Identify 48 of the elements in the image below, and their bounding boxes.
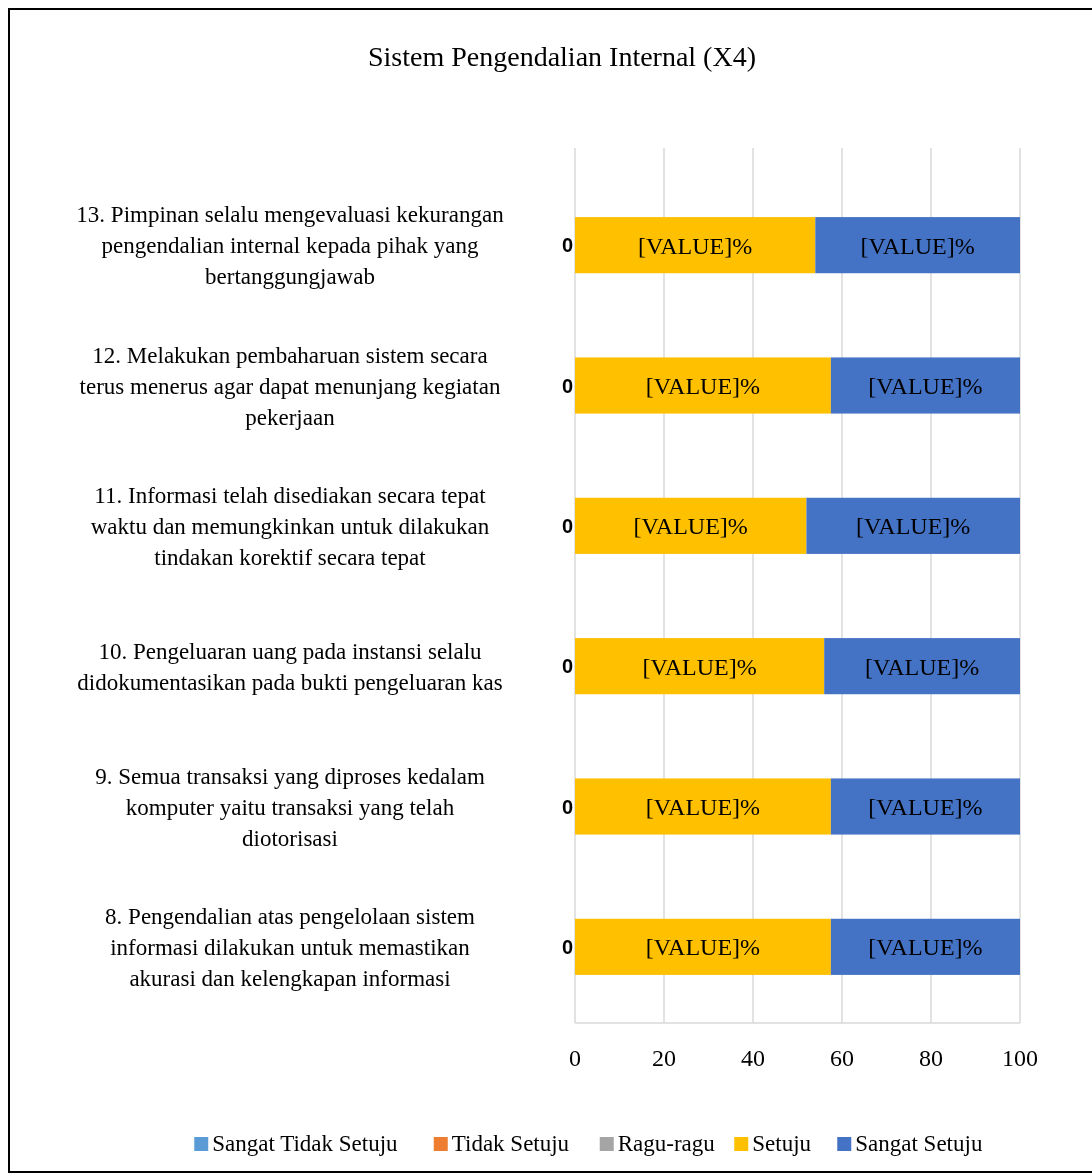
y-tick-label: 9. Semua transaksi yang diproses kedalam komputer yaitu transaksi yang telah diotorisasi	[95, 763, 485, 851]
bar	[575, 778, 831, 835]
data-label: [VALUE]%	[642, 653, 757, 680]
bar	[575, 497, 807, 554]
legend-label: Ragu-ragu	[617, 1131, 716, 1156]
bar	[830, 357, 1020, 414]
bar	[830, 778, 1020, 835]
data-label: [VALUE]%	[865, 653, 980, 680]
data-label: [VALUE]%	[633, 513, 748, 540]
data-label: [VALUE]%	[868, 934, 983, 961]
data-label: [VALUE]%	[868, 372, 983, 399]
text: 0	[561, 374, 573, 397]
text: 0	[561, 655, 573, 678]
text: 0	[561, 795, 573, 818]
legend-label: Sangat Setuju	[855, 1131, 983, 1156]
data-label: [VALUE]%	[645, 793, 761, 820]
text: 0	[561, 514, 573, 537]
x-tick-label: 100	[1002, 1045, 1038, 1071]
y-tick-label: 13. Pimpinan selalu mengevaluasi kekurangan pengendalian internal kepada pihak yang bertanggungjawab	[76, 202, 505, 290]
data-label: [VALUE]%	[645, 934, 761, 961]
legend-label: Setuju	[752, 1131, 812, 1156]
y-tick-label: 10. Pengeluaran uang pada instansi selalu didokumentasikan pada bukti pengeluaran kas	[77, 638, 503, 695]
x-tick-label: 80	[919, 1045, 943, 1071]
x-tick-label: 0	[569, 1045, 581, 1071]
bar	[806, 497, 1020, 554]
legend-label: Sangat Tidak Setuju	[212, 1131, 399, 1156]
data-label: [VALUE]%	[856, 513, 971, 540]
x-tick-label: 60	[830, 1045, 854, 1071]
text: 0	[561, 234, 573, 257]
legend-label: Tidak Setuju	[451, 1131, 570, 1156]
chart-title: Sistem Pengendalian Internal (X4)	[367, 41, 757, 72]
y-tick-label: 11. Informasi telah disediakan secara tepat waktu dan memungkinkan untuk dilakukan tindakan korektif secara tepat	[90, 482, 490, 570]
data-label: [VALUE]%	[860, 232, 975, 259]
x-tick-label: 20	[652, 1045, 676, 1071]
bar	[575, 217, 816, 274]
data-label: [VALUE]%	[638, 232, 753, 259]
bar	[575, 357, 831, 414]
bar	[575, 638, 825, 695]
bar	[824, 638, 1020, 695]
y-tick-label: 8. Pengendalian atas pengelolaan sistem informasi dilakukan untuk memastikan akurasi dan kelengkapan informasi	[105, 903, 476, 991]
bar	[830, 918, 1020, 975]
bar	[575, 918, 831, 975]
data-label: [VALUE]%	[868, 793, 983, 820]
x-tick-label: 40	[741, 1045, 765, 1071]
bar	[815, 217, 1020, 274]
text: 0	[561, 935, 573, 958]
data-label: [VALUE]%	[645, 372, 761, 399]
y-tick-label: 12. Melakukan pembaharuan sistem secara terus menerus agar dapat menunjang kegiatan pekerjaan	[79, 342, 501, 430]
